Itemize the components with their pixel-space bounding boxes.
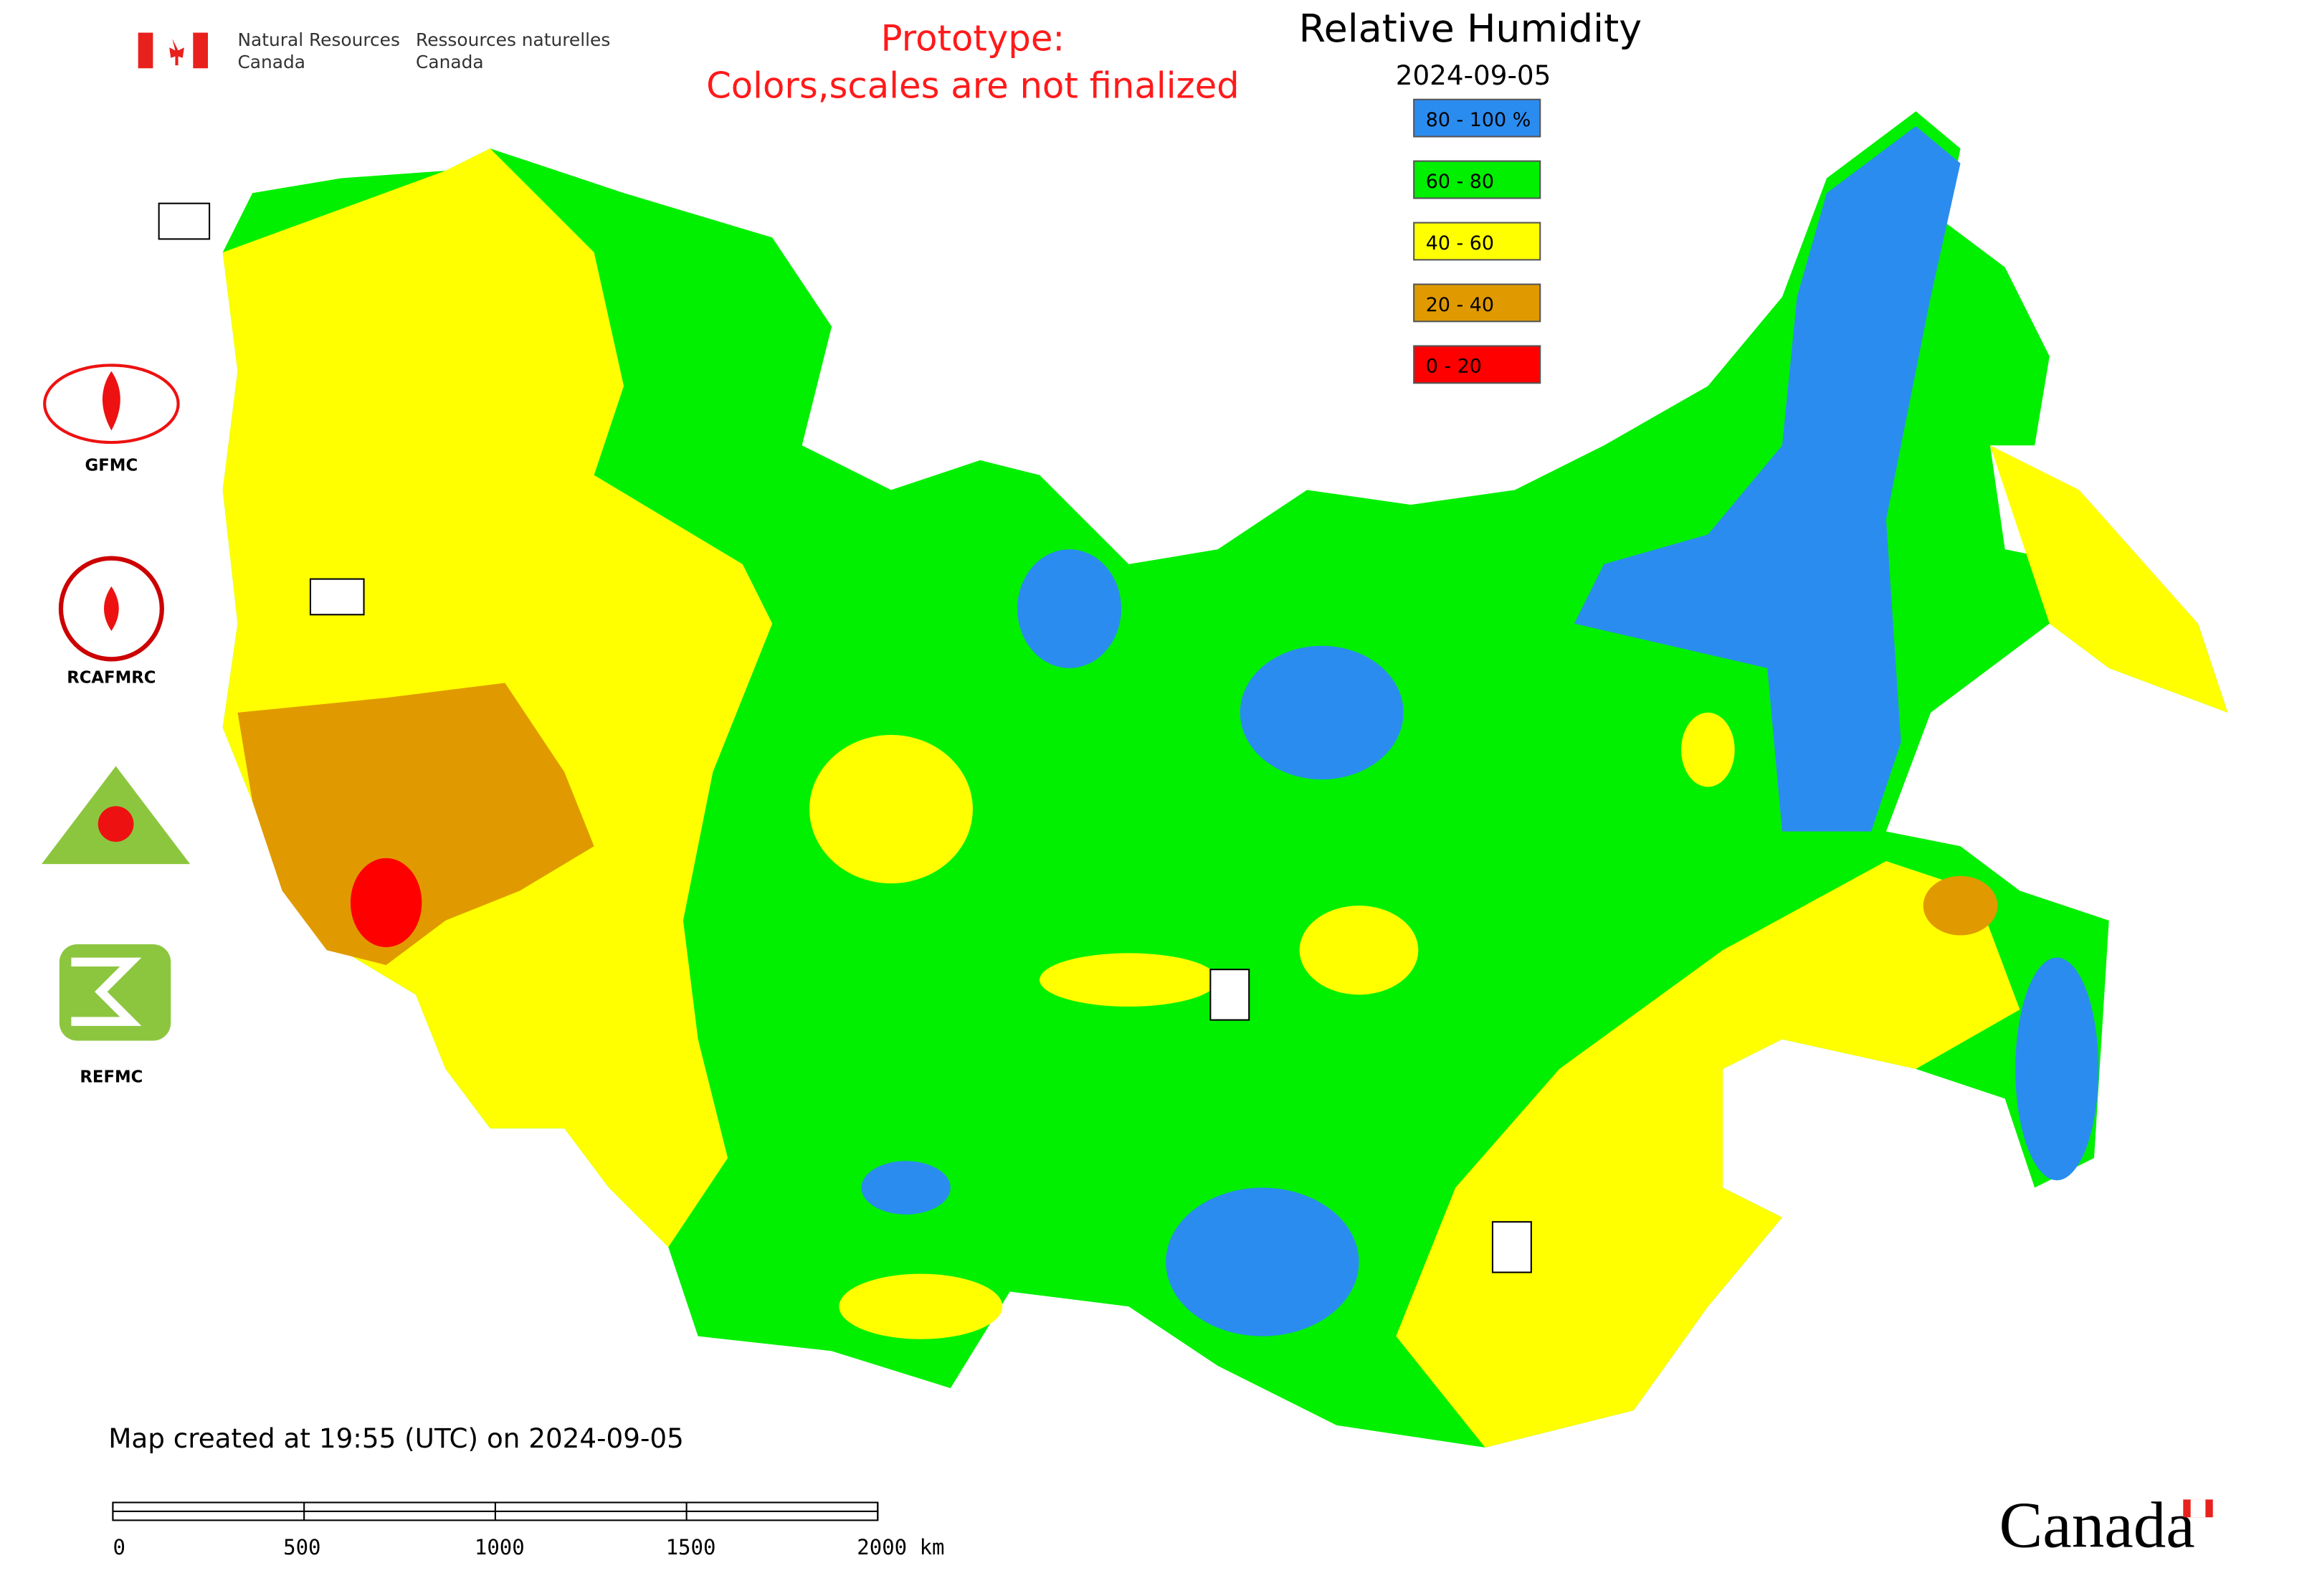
- created-note: Map created at 19:55 (UTC) on 2024-09-05: [108, 1422, 684, 1454]
- agency-fr: Canada: [416, 52, 484, 72]
- scale-label: 1500: [666, 1535, 716, 1559]
- centre-logos: GFMC RCAFMRC REFMC: [42, 202, 1532, 1273]
- centre-label: GFMC: [85, 456, 138, 475]
- scale-label: 0: [113, 1535, 125, 1559]
- region: [839, 1273, 1003, 1339]
- region: [1574, 126, 1961, 832]
- region: [1040, 953, 1218, 1007]
- canada-wordmark: Canada: [1999, 1489, 2194, 1562]
- notice: Colors,scales are not finalized: [706, 65, 1240, 107]
- agency-en: Canada: [237, 52, 305, 72]
- scale-bar: 0 500 1000 1500 2000 km: [112, 1501, 945, 1559]
- agency-fr: Ressources naturelles: [416, 29, 610, 50]
- legend-title: Relative Humidity: [1299, 6, 1642, 51]
- region: [1396, 861, 2020, 1448]
- region: [1989, 445, 2228, 713]
- agency-signature: Natural Resources Canada Ressources natu…: [138, 29, 610, 72]
- scale-label: 2000 km: [857, 1535, 944, 1559]
- wordmark-flag: [2190, 1499, 2206, 1518]
- notice: Prototype:: [881, 17, 1065, 59]
- legend: 80 - 100 % 60 - 80 40 - 60 20 - 40 0 - 20: [1413, 98, 1541, 384]
- scale-label: 500: [283, 1535, 320, 1559]
- region: [222, 111, 2228, 1448]
- legend-swatch: [1413, 160, 1541, 199]
- legend-swatch: [1413, 345, 1541, 384]
- legend-label: 80 - 100 %: [1426, 109, 1531, 131]
- region: [1681, 712, 1735, 787]
- legend-swatch: [1413, 222, 1541, 261]
- region: [1299, 906, 1419, 995]
- region: [1166, 1187, 1359, 1336]
- region: [809, 734, 973, 884]
- legend-label: 40 - 60: [1426, 232, 1494, 255]
- region: [1923, 875, 1998, 936]
- centre-label: RCAFMRC: [67, 669, 156, 688]
- region: [350, 858, 422, 948]
- legend-swatch: [1413, 98, 1541, 138]
- region: [1017, 549, 1122, 668]
- region: [237, 683, 594, 965]
- legend-label: 0 - 20: [1426, 356, 1482, 378]
- legend-swatch: [1413, 283, 1541, 323]
- region: [2015, 957, 2099, 1181]
- region: [1240, 645, 1404, 780]
- legend-label: 60 - 80: [1426, 171, 1494, 193]
- centre-label: REFMC: [80, 1068, 143, 1087]
- legend-label: 20 - 40: [1426, 294, 1494, 316]
- humidity-map: [222, 111, 2228, 1448]
- legend-date: 2024-09-05: [1396, 60, 1551, 91]
- agency-en: Natural Resources: [237, 29, 399, 50]
- region: [861, 1161, 951, 1215]
- scale-label: 1000: [475, 1535, 525, 1559]
